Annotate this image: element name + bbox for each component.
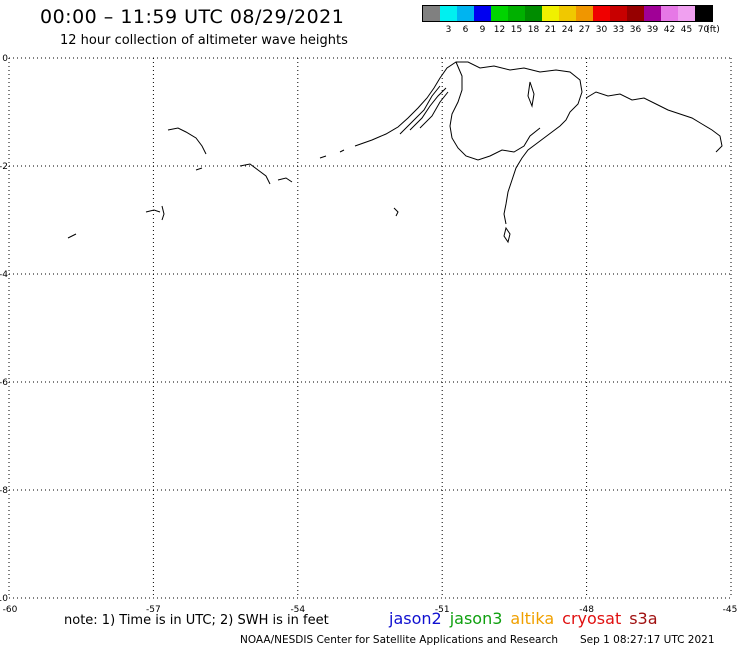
legend-swatch	[627, 6, 644, 21]
legend-label: 6	[462, 25, 469, 35]
satellite-label: cryosat	[562, 609, 622, 628]
axis-labels: -60 -57 -54 -51 -48 -45 0 -2 -4 -6 -8 -10	[0, 54, 737, 615]
satellite-label: jason3	[449, 609, 503, 628]
satellite-label: s3a	[629, 609, 658, 628]
legend-swatch	[661, 6, 678, 21]
island-west-1	[167, 127, 207, 155]
legend-swatches	[422, 5, 713, 22]
x-tick-label: -54	[290, 605, 305, 615]
island-south	[503, 226, 511, 244]
y-tick-label: -2	[0, 162, 8, 172]
legend-swatch	[457, 6, 474, 21]
legend-swatch	[593, 6, 610, 21]
color-legend: 3 6 9 12 15 18 21 24 27 30 33 36 39 42 45 70 (ft)	[422, 5, 720, 39]
legend-swatch	[491, 6, 508, 21]
legend-labels: 3 6 9 12 15 18 21 24 27 30 33 36 39 42 45 70 (ft)	[422, 22, 720, 36]
legend-swatch	[559, 6, 576, 21]
island-west-3	[277, 177, 293, 183]
delta-channels	[399, 85, 449, 135]
page-title: 00:00 – 11:59 UTC 08/29/2021	[40, 6, 345, 28]
island-west-2	[239, 163, 271, 185]
x-tick-label: -45	[723, 605, 738, 615]
x-tick-label: -60	[3, 605, 18, 615]
island-mid	[393, 207, 399, 217]
island-small	[195, 149, 345, 171]
legend-swatch	[525, 6, 542, 21]
satellite-label: altika	[510, 609, 555, 628]
legend-label: 36	[629, 25, 642, 35]
coastline-inner	[449, 61, 541, 161]
legend-label: 30	[595, 25, 608, 35]
legend-label: 42	[663, 25, 676, 35]
coastline-brazil	[354, 61, 583, 225]
credit-text: NOAA/NESDIS Center for Satellite Applica…	[240, 634, 558, 646]
legend-label: 33	[612, 25, 625, 35]
legend-swatch	[508, 6, 525, 21]
legend-label: 18	[527, 25, 540, 35]
legend-label: 21	[544, 25, 557, 35]
timestamp: Sep 1 08:27:17 UTC 2021	[580, 634, 715, 646]
satellite-legend: jason2 jason3 altika cryosat s3a	[389, 609, 666, 628]
legend-label: 70	[697, 25, 710, 35]
satellite-label: jason2	[389, 609, 442, 628]
legend-label: 3	[445, 25, 452, 35]
y-tick-label: 0	[2, 54, 8, 64]
x-tick-label: -51	[435, 605, 450, 615]
legend-label: 45	[680, 25, 693, 35]
x-tick-label: -48	[579, 605, 594, 615]
island-lake	[527, 81, 535, 108]
coastline-east	[585, 91, 723, 153]
footer-credit: NOAA/NESDIS Center for Satellite Applica…	[240, 634, 715, 646]
y-tick-label: -6	[0, 378, 8, 388]
legend-swatch	[678, 6, 695, 21]
map-grid	[8, 57, 732, 599]
legend-label: 12	[493, 25, 506, 35]
legend-swatch	[542, 6, 559, 21]
coastline	[67, 61, 723, 244]
legend-label: 15	[510, 25, 523, 35]
legend-label: 9	[479, 25, 486, 35]
page-subtitle: 12 hour collection of altimeter wave hei…	[60, 33, 348, 48]
legend-swatch	[695, 6, 712, 21]
x-tick-label: -57	[146, 605, 161, 615]
footer-note: note: 1) Time is in UTC; 2) SWH is in fe…	[64, 613, 329, 628]
legend-swatch	[423, 6, 440, 21]
legend-swatch	[644, 6, 661, 21]
legend-swatch	[610, 6, 627, 21]
legend-label: 24	[561, 25, 574, 35]
legend-label: 39	[646, 25, 659, 35]
island-west-4	[145, 205, 165, 221]
island-west-5	[67, 233, 77, 239]
y-tick-label: -8	[0, 486, 8, 496]
legend-unit: (ft)	[706, 25, 720, 35]
legend-swatch	[576, 6, 593, 21]
y-tick-label: -10	[0, 594, 8, 604]
y-tick-label: -4	[0, 270, 8, 280]
legend-swatch	[474, 6, 491, 21]
legend-swatch	[440, 6, 457, 21]
legend-label: 27	[578, 25, 591, 35]
